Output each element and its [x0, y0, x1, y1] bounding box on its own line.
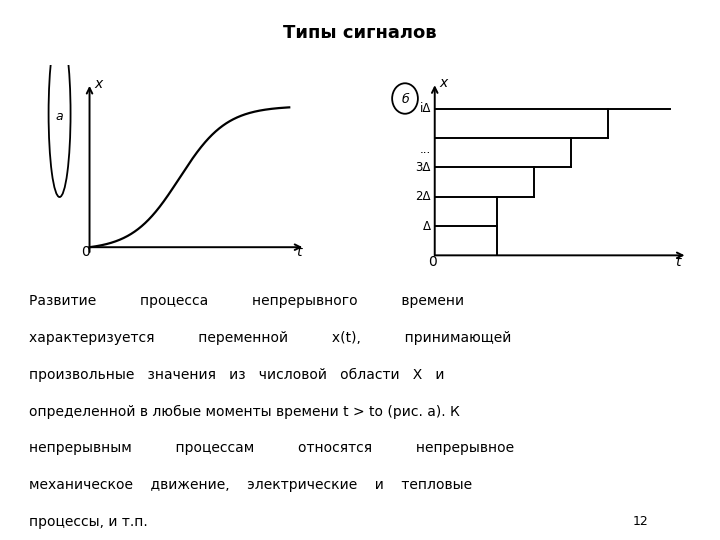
Text: 0: 0 [428, 254, 436, 268]
Text: t: t [675, 254, 680, 268]
Text: процессы, и т.п.: процессы, и т.п. [29, 515, 148, 529]
Text: определенной в любые моменты времени t > to (рис. а). К: определенной в любые моменты времени t >… [29, 404, 459, 418]
Text: x: x [94, 77, 103, 91]
Text: 12: 12 [632, 515, 648, 528]
Text: 0: 0 [81, 245, 90, 259]
Text: произвольные   значения   из   числовой   области   X   и: произвольные значения из числовой област… [29, 368, 444, 382]
Text: Развитие          процесса          непрерывного          времени: Развитие процесса непрерывного времени [29, 294, 464, 308]
Text: Типы сигналов: Типы сигналов [283, 24, 437, 42]
Text: t: t [297, 245, 302, 259]
Text: ...: ... [420, 143, 431, 156]
Text: x: x [440, 76, 448, 90]
Text: 3Δ: 3Δ [415, 161, 431, 174]
Text: iΔ: iΔ [420, 102, 431, 115]
Text: непрерывным          процессам          относятся          непрерывное: непрерывным процессам относятся непрерыв… [29, 441, 514, 455]
Text: механическое    движение,    электрические    и    тепловые: механическое движение, электрические и т… [29, 478, 472, 492]
Text: Δ: Δ [423, 220, 431, 233]
Text: б: б [401, 93, 409, 106]
Text: характеризуется          переменной          x(t),          принимающей: характеризуется переменной x(t), принима… [29, 331, 511, 345]
Text: а: а [55, 110, 63, 123]
Text: 2Δ: 2Δ [415, 190, 431, 203]
